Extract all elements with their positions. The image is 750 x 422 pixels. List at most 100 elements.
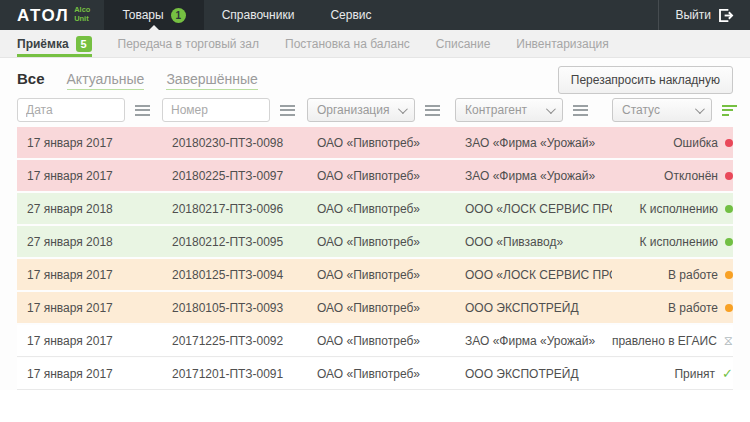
logout-icon <box>719 9 734 22</box>
table-row[interactable]: 17 января 201720180105-ПТЗ-0093ОАО «Пивп… <box>17 292 733 323</box>
cell-organization: ОАО «Пивпотреб» <box>307 169 455 183</box>
menu-item-active[interactable]: Товары 1 <box>104 0 203 30</box>
tab-link[interactable]: Завершённые <box>166 71 257 90</box>
subnav-item[interactable]: Постановка на баланс <box>285 30 410 57</box>
status-filter-active-icon[interactable] <box>722 105 737 116</box>
logo-product-text: Alco Unit <box>74 6 90 23</box>
chevron-down-icon <box>695 104 705 114</box>
status-select-label: Статус <box>622 103 660 117</box>
logo-product-line2: Unit <box>74 14 89 23</box>
top-menu: Товары 1 Справочники Сервис <box>104 0 389 30</box>
status-label: К исполнению <box>639 202 718 216</box>
cell-organization: ОАО «Пивпотреб» <box>307 334 455 348</box>
menu-item-label: Товары <box>122 8 163 22</box>
logout-button[interactable]: Выйти <box>658 0 750 30</box>
organization-select-label: Организация <box>317 103 389 117</box>
cell-number: 20180217-ПТЗ-0096 <box>162 202 307 216</box>
table-row[interactable]: 17 января 201720180230-ПТЗ-0098ОАО «Пивп… <box>17 127 733 158</box>
subnav-item[interactable]: Инвентаризация <box>516 30 608 57</box>
cell-date: 17 января 2017 <box>17 268 162 282</box>
date-filter-input[interactable] <box>17 98 125 122</box>
cell-number: 20171201-ПТЗ-0091 <box>162 367 307 381</box>
cell-date: 17 января 2017 <box>17 367 162 381</box>
contragent-select-label: Контрагент <box>465 103 527 117</box>
logout-label: Выйти <box>675 8 711 22</box>
number-filter-input[interactable] <box>162 98 270 122</box>
status-dot-icon <box>725 205 733 213</box>
cell-date: 17 января 2017 <box>17 136 162 150</box>
cell-date: 17 января 2017 <box>17 334 162 348</box>
cell-number: 20180212-ПТЗ-0095 <box>162 235 307 249</box>
subnav-item-label: Инвентаризация <box>516 37 608 51</box>
menu-item-label: Сервис <box>330 8 371 22</box>
cell-date: 27 января 2018 <box>17 202 162 216</box>
date-filter-menu-icon[interactable] <box>135 105 150 116</box>
table-row[interactable]: 17 января 201720171201-ПТЗ-0091ОАО «Пивп… <box>17 358 733 390</box>
cell-status: К исполнению <box>612 235 733 249</box>
table-row[interactable]: 27 января 201820180212-ПТЗ-0095ОАО «Пивп… <box>17 226 733 257</box>
menu-badge: 1 <box>171 8 186 23</box>
cell-contragent: ЗАО «Фирма «Урожай» <box>455 169 612 183</box>
menu-item-link[interactable]: Справочники <box>204 0 313 30</box>
tabs-row: Все Актуальные Завершённые Перезапросить н… <box>17 67 733 93</box>
contragent-select[interactable]: Контрагент <box>455 98 563 122</box>
cell-contragent: ООО «Пивзавод» <box>455 235 612 249</box>
cell-organization: ОАО «Пивпотреб» <box>307 136 455 150</box>
subnav-badge: 5 <box>76 36 92 52</box>
status-dot-icon <box>725 271 733 279</box>
cell-contragent: ООО «ЛОСК СЕРВИС ПРО» <box>455 268 612 282</box>
filter-contragent: Контрагент <box>455 98 612 122</box>
status-label: В работе <box>668 268 718 282</box>
tab-link[interactable]: Актуальные <box>67 71 145 90</box>
cell-status: Отклонён <box>612 169 733 183</box>
status-label: Принят <box>674 367 715 381</box>
cell-status: К исполнению <box>612 202 733 216</box>
status-label: Отправлено в ЕГАИС <box>612 334 717 348</box>
cell-contragent: ООО ЭКСПОТРЕЙД <box>455 301 612 315</box>
chevron-down-icon <box>398 104 408 114</box>
cell-contragent: ООО ЭКСПОТРЕЙД <box>455 367 612 381</box>
top-bar: АТОЛ Alco Unit Товары1СправочникиСервис … <box>0 0 750 30</box>
filter-number <box>162 98 307 122</box>
filter-organization: Организация <box>307 98 455 122</box>
cell-number: 20180230-ПТЗ-0098 <box>162 136 307 150</box>
cell-status: В работе <box>612 268 733 282</box>
organization-filter-menu-icon[interactable] <box>425 105 440 116</box>
cell-contragent: ООО «ЛОСК СЕРВИС ПРО» <box>455 202 612 216</box>
status-dot-icon <box>725 304 733 312</box>
status-select[interactable]: Статус <box>612 98 712 122</box>
table-row[interactable]: 17 января 201720180125-ПТЗ-0094ОАО «Пивп… <box>17 259 733 290</box>
cell-organization: ОАО «Пивпотреб» <box>307 367 455 381</box>
subnav-item-label: Постановка на баланс <box>285 37 410 51</box>
subnav-item[interactable]: Приёмка5 <box>17 30 92 57</box>
status-hourglass-icon: ⧖ <box>724 334 733 347</box>
status-label: В работе <box>668 301 718 315</box>
status-label: Отклонён <box>664 169 718 183</box>
table-row[interactable]: 17 января 201720171225-ПТЗ-0092ОАО «Пивп… <box>17 325 733 357</box>
main-content: Все Актуальные Завершённые Перезапросить н… <box>0 58 750 390</box>
cell-number: 20180125-ПТЗ-0094 <box>162 268 307 282</box>
menu-item-label: Справочники <box>222 8 295 22</box>
refresh-invoice-button[interactable]: Перезапросить накладную <box>558 66 733 94</box>
contragent-filter-menu-icon[interactable] <box>573 105 588 116</box>
status-label: Ошибка <box>673 136 718 150</box>
subnav-item-label: Списание <box>436 37 491 51</box>
cell-organization: ОАО «Пивпотреб» <box>307 235 455 249</box>
status-dot-icon <box>725 238 733 246</box>
tab-active[interactable]: Все <box>17 70 45 89</box>
subnav-item[interactable]: Списание <box>436 30 491 57</box>
cell-contragent: ЗАО «Фирма «Урожай» <box>455 334 612 348</box>
number-filter-menu-icon[interactable] <box>280 105 295 116</box>
table-row[interactable]: 17 января 201720180225-ПТЗ-0097ОАО «Пивп… <box>17 160 733 191</box>
filter-date <box>17 98 162 122</box>
sub-nav: Приёмка5 Передача в торговый зал Постановк… <box>0 30 750 58</box>
cell-number: 20180105-ПТЗ-0093 <box>162 301 307 315</box>
table-row[interactable]: 27 января 201820180217-ПТЗ-0096ОАО «Пивп… <box>17 193 733 224</box>
subnav-item[interactable]: Передача в торговый зал <box>118 30 259 57</box>
organization-select[interactable]: Организация <box>307 98 415 122</box>
status-dot-icon <box>725 139 733 147</box>
status-label: К исполнению <box>639 235 718 249</box>
cell-status: Принят✓ <box>612 367 733 381</box>
atol-logo: АТОЛ Alco Unit <box>0 0 104 30</box>
menu-item-link[interactable]: Сервис <box>312 0 389 30</box>
